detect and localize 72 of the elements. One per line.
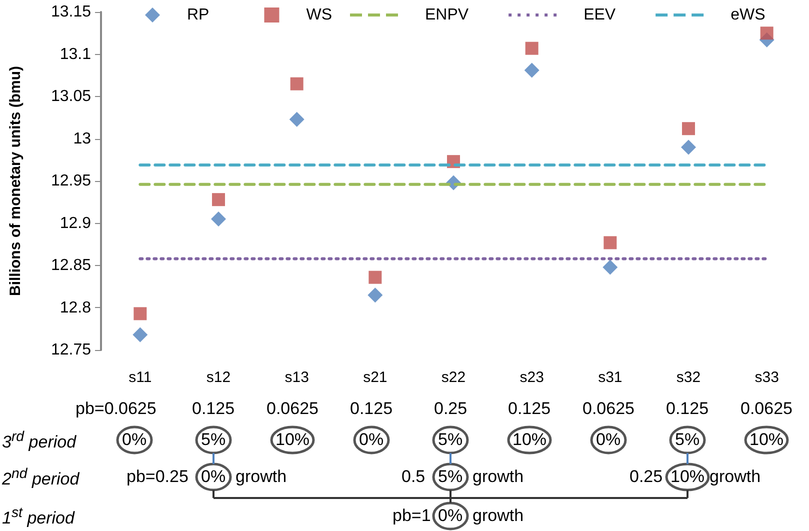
point [134, 307, 147, 320]
x-tick-label: s23 [520, 369, 544, 386]
x-tick-label: s13 [284, 369, 309, 386]
text: 0.25 [434, 399, 468, 419]
text: 0% [596, 430, 621, 450]
text: 0.0625 [582, 399, 634, 419]
x-tick-label: s32 [676, 369, 701, 386]
y-tick-label: 13.05 [50, 88, 92, 105]
text: 2$^{nd}$ period [2, 465, 80, 490]
text: growth [236, 467, 287, 487]
y-tick-label: 12.8 [60, 299, 92, 316]
x-tick-label: s12 [206, 369, 231, 386]
y-tick-label: 13.15 [50, 4, 92, 20]
text: 0% [359, 430, 384, 450]
legend-label: eWS [730, 6, 766, 24]
point [290, 77, 304, 90]
text: 0.125 [508, 399, 551, 419]
x-tick-label: s31 [598, 369, 622, 386]
text: 0.125 [192, 399, 235, 419]
text: 10% [512, 430, 547, 450]
y-tick-label: 13.1 [60, 46, 92, 63]
text: pb=1 [392, 506, 431, 526]
y-tick-label: 12.85 [50, 257, 92, 274]
text: 0.5 [402, 467, 426, 487]
point [132, 327, 148, 342]
legend-label: ENPV [425, 6, 469, 24]
point [604, 236, 617, 250]
text: 5% [438, 467, 463, 487]
text: growth [472, 467, 524, 487]
point [760, 26, 774, 40]
text: 0.25 [630, 467, 663, 487]
text: growth [472, 506, 524, 526]
y-tick-label: 12.75 [50, 342, 92, 358]
point [212, 193, 225, 206]
text: 0% [438, 506, 463, 526]
point [289, 112, 304, 127]
text: 0.125 [350, 399, 393, 419]
text: 1$^{st}$ period [2, 504, 74, 529]
x-tick-label: s11 [128, 369, 152, 386]
point [681, 140, 696, 155]
x-tick-label: s33 [754, 369, 779, 386]
y-tick-label: 12.9 [60, 214, 92, 232]
y-axis-title: Billions of monetary units (bmu) [7, 66, 24, 296]
point [524, 62, 540, 78]
text: 0.0625 [740, 399, 792, 419]
text: 10% [670, 467, 705, 487]
point [368, 270, 382, 284]
legend-label: RP [187, 6, 210, 24]
text: 5% [675, 430, 700, 450]
text: 5% [201, 430, 226, 450]
point [211, 212, 226, 227]
text: pb=0.0625 [76, 399, 156, 419]
text: 0.0625 [266, 399, 318, 419]
text: 3$^{rd}$ period [2, 428, 76, 453]
y-tick-label: 12.95 [50, 172, 92, 190]
text: pb=0.25 [126, 467, 188, 487]
text: 0% [122, 430, 147, 450]
point [602, 260, 618, 275]
text: 0.125 [666, 399, 709, 419]
legend-label: WS [306, 6, 332, 24]
x-tick-label: s21 [363, 369, 388, 386]
point [682, 122, 695, 136]
text: 0% [201, 467, 226, 487]
text: 10% [750, 430, 784, 450]
point [368, 288, 383, 303]
legend-label: EEV [584, 6, 616, 24]
text: growth [710, 467, 761, 487]
text: 10% [276, 430, 310, 450]
text: 5% [438, 430, 463, 450]
y-tick-label: 13 [73, 130, 92, 148]
point [525, 42, 538, 55]
x-tick-label: s22 [441, 369, 466, 386]
